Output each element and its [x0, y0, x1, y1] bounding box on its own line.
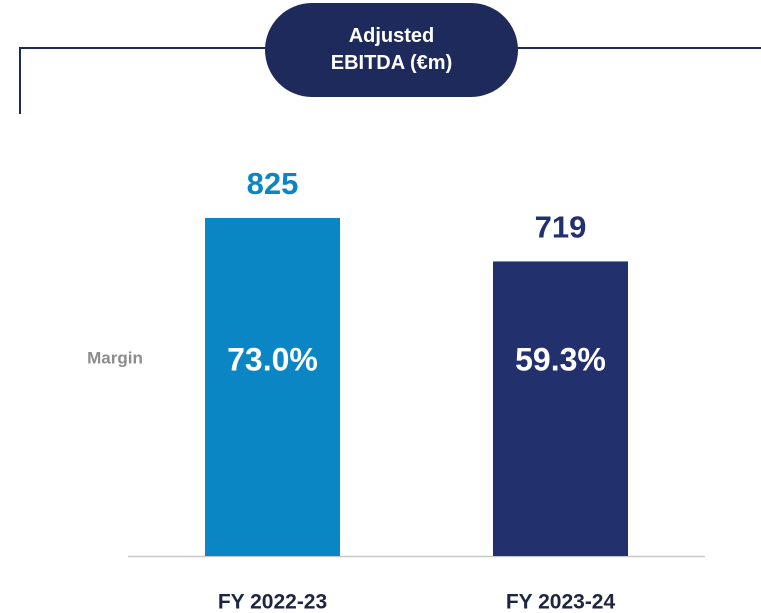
title-pill — [265, 3, 518, 97]
margin-value: 73.0% — [227, 341, 318, 377]
value-label: 719 — [535, 210, 587, 245]
value-label: 825 — [247, 166, 299, 201]
x-tick-label: FY 2022-23 — [218, 591, 327, 613]
margin-label: Margin — [87, 348, 143, 367]
bar — [493, 261, 628, 556]
bar — [205, 218, 340, 556]
x-tick-label: FY 2023-24 — [506, 591, 616, 613]
chart-title: Adjusted EBITDA (€m) — [330, 25, 453, 74]
margin-value: 59.3% — [515, 341, 606, 377]
